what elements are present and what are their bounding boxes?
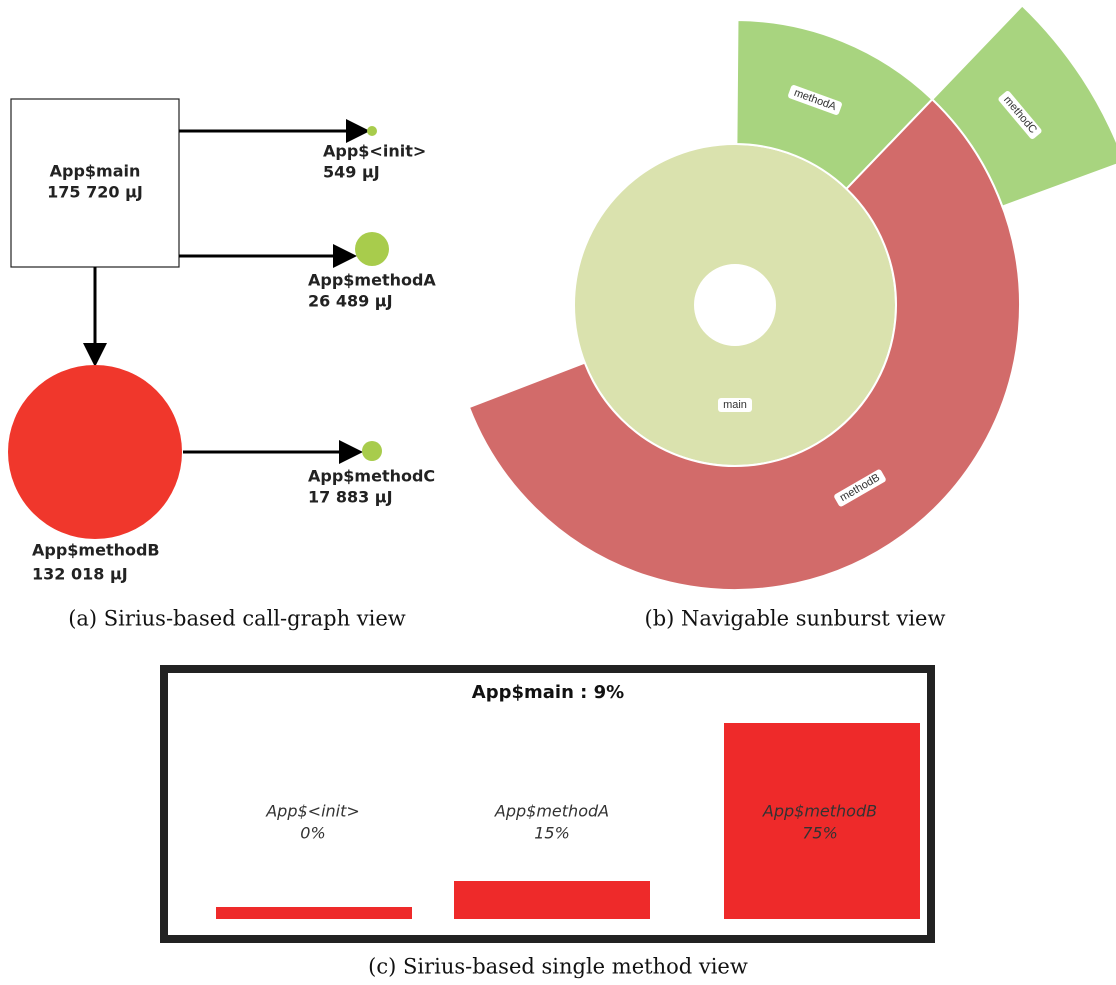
node-energy: 132 018 µJ [32,565,128,584]
node-circle [367,126,377,136]
node-circle [8,365,182,539]
node-name: App$<init> [323,142,426,161]
segment [573,142,897,468]
node-name: App$methodB [32,541,160,560]
segment [930,4,1116,208]
node-circle [362,441,382,461]
caption: (b) Navigable sunburst view [645,607,946,631]
segment [467,97,1021,591]
caption: (c) Sirius-based single method view [368,955,748,979]
call-graph: App$main 175 720 µJ App$<init> 549 µJ Ap… [8,98,436,631]
node-name: App$methodA [308,271,436,290]
bar [216,907,412,919]
segment-label: main [723,399,747,411]
sunburst: main methodA methodB methodC (b) Navigab… [467,4,1116,631]
item-name: App$methodB [762,802,877,821]
node-energy: 549 µJ [323,163,380,182]
node-circle [355,232,389,266]
main-node [10,98,180,268]
item-name: App$methodA [494,802,609,821]
item-percent: 75% [802,824,838,843]
bar [724,723,920,919]
view-title: App$main : 9% [472,682,624,703]
method-view: App$main : 9% App$<init> 0% App$methodA … [160,665,935,979]
caption: (a) Sirius-based call-graph view [68,607,406,631]
item-percent: 15% [534,824,570,843]
node-name: App$main [50,162,141,181]
item-name: App$<init> [265,802,360,821]
node-name: App$methodC [308,467,435,486]
node-energy: 17 883 µJ [308,488,393,507]
item-percent: 0% [300,824,325,843]
node-energy: 175 720 µJ [47,183,143,202]
node-energy: 26 489 µJ [308,292,393,311]
bar [454,881,650,919]
